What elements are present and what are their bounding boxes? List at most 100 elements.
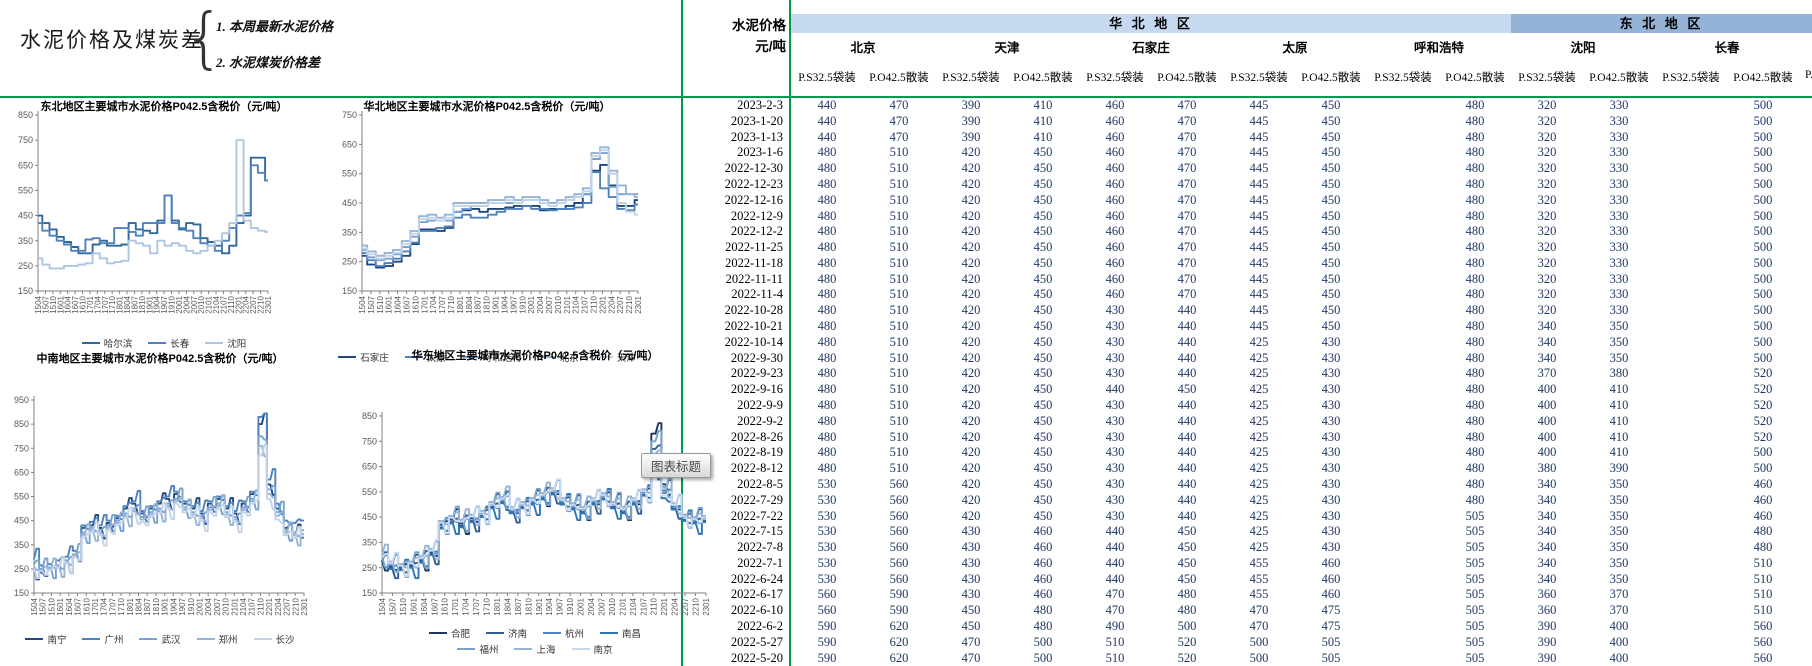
table-value-cell[interactable]: 530: [817, 492, 837, 507]
table-value-cell[interactable]: 560: [817, 587, 837, 602]
table-value-cell[interactable]: 460: [1321, 571, 1341, 586]
table-value-cell[interactable]: 510: [889, 208, 909, 223]
table-value-cell[interactable]: 480: [817, 255, 837, 270]
table-value-cell[interactable]: 440: [1177, 334, 1197, 349]
table-value-cell[interactable]: 480: [817, 334, 837, 349]
legend-item-天津[interactable]: 天津: [594, 350, 636, 364]
table-value-cell[interactable]: 530: [817, 540, 837, 555]
table-value-cell[interactable]: 450: [1033, 208, 1053, 223]
table-value-cell[interactable]: 420: [961, 303, 981, 318]
subheader-cell[interactable]: P.O42.5散装: [869, 72, 929, 84]
table-value-cell[interactable]: 445: [1249, 129, 1269, 144]
table-value-cell[interactable]: 350: [1609, 555, 1629, 570]
table-value-cell[interactable]: 590: [817, 634, 837, 649]
subheader-cell-partial[interactable]: P.: [1805, 69, 1812, 81]
table-value-cell[interactable]: 450: [1177, 382, 1197, 397]
table-value-cell[interactable]: 480: [1465, 492, 1485, 507]
table-value-cell[interactable]: 425: [1249, 350, 1269, 365]
table-value-cell[interactable]: 420: [961, 445, 981, 460]
table-value-cell[interactable]: 360: [1537, 587, 1557, 602]
table-value-cell[interactable]: 350: [1609, 492, 1629, 507]
table-value-cell[interactable]: 450: [1321, 176, 1341, 191]
table-value-cell[interactable]: 480: [1465, 255, 1485, 270]
table-value-cell[interactable]: 480: [1465, 271, 1485, 286]
table-value-cell[interactable]: 510: [1753, 587, 1773, 602]
table-value-cell[interactable]: 400: [1609, 650, 1629, 665]
table-date-cell[interactable]: 2022-11-11: [725, 271, 783, 286]
table-value-cell[interactable]: 400: [1537, 413, 1557, 428]
table-value-cell[interactable]: 420: [961, 382, 981, 397]
table-value-cell[interactable]: 450: [1033, 303, 1053, 318]
table-date-cell[interactable]: 2022-10-21: [724, 319, 783, 334]
table-value-cell[interactable]: 430: [1321, 492, 1341, 507]
table-value-cell[interactable]: 340: [1537, 319, 1557, 334]
table-value-cell[interactable]: 505: [1465, 634, 1485, 649]
table-value-cell[interactable]: 460: [1105, 208, 1125, 223]
table-value-cell[interactable]: 480: [1465, 476, 1485, 491]
table-value-cell[interactable]: 480: [1465, 445, 1485, 460]
city-header[interactable]: 呼和浩特: [1413, 41, 1464, 55]
table-value-cell[interactable]: 480: [817, 398, 837, 412]
table-value-cell[interactable]: 430: [1105, 319, 1125, 334]
table-value-cell[interactable]: 480: [1465, 319, 1485, 334]
legend-item-杭州[interactable]: 杭州: [543, 626, 584, 640]
table-value-cell[interactable]: 460: [1105, 271, 1125, 286]
table-value-cell[interactable]: 480: [1465, 303, 1485, 318]
table-value-cell[interactable]: 500: [1753, 208, 1773, 223]
table-value-cell[interactable]: 450: [1321, 145, 1341, 160]
table-value-cell[interactable]: 440: [1177, 350, 1197, 365]
table-value-cell[interactable]: 460: [1105, 113, 1125, 128]
table-value-cell[interactable]: 445: [1249, 113, 1269, 128]
table-value-cell[interactable]: 445: [1249, 98, 1269, 112]
table-value-cell[interactable]: 560: [817, 603, 837, 618]
table-value-cell[interactable]: 400: [1537, 445, 1557, 460]
table-value-cell[interactable]: 480: [1465, 145, 1485, 160]
table-value-cell[interactable]: 500: [1753, 224, 1773, 239]
table-value-cell[interactable]: 480: [1465, 113, 1485, 128]
table-value-cell[interactable]: 500: [1753, 350, 1773, 365]
table-value-cell[interactable]: 410: [1033, 98, 1053, 112]
table-value-cell[interactable]: 425: [1249, 461, 1269, 476]
table-value-cell[interactable]: 440: [1177, 319, 1197, 334]
table-value-cell[interactable]: 470: [889, 113, 909, 128]
table-value-cell[interactable]: 590: [889, 587, 909, 602]
table-value-cell[interactable]: 350: [1609, 540, 1629, 555]
table-value-cell[interactable]: 500: [1753, 192, 1773, 207]
subheader-cell[interactable]: P.S32.5袋装: [798, 72, 856, 84]
table-value-cell[interactable]: 340: [1537, 334, 1557, 349]
subheader-cell[interactable]: P.O42.5散装: [1733, 72, 1793, 84]
table-value-cell[interactable]: 500: [1033, 650, 1053, 665]
table-value-cell[interactable]: 530: [817, 571, 837, 586]
city-header[interactable]: 北京: [850, 41, 876, 55]
table-value-cell[interactable]: 500: [1753, 319, 1773, 334]
table-value-cell[interactable]: 500: [1753, 113, 1773, 128]
table-value-cell[interactable]: 430: [1321, 445, 1341, 460]
table-value-cell[interactable]: 430: [961, 524, 981, 539]
region-header-huabei[interactable]: 华 北 地 区: [791, 14, 1511, 33]
legend-item-南宁[interactable]: 南宁: [25, 632, 66, 646]
table-date-cell[interactable]: 2022-12-9: [730, 208, 783, 223]
table-value-cell[interactable]: 520: [1753, 413, 1773, 428]
table-value-cell[interactable]: 510: [889, 366, 909, 381]
subheader-cell[interactable]: P.S32.5袋装: [942, 72, 1000, 84]
table-value-cell[interactable]: 460: [1105, 192, 1125, 207]
table-value-cell[interactable]: 440: [817, 98, 837, 112]
table-value-cell[interactable]: 510: [889, 445, 909, 460]
table-value-cell[interactable]: 330: [1609, 192, 1629, 207]
table-value-cell[interactable]: 450: [1033, 145, 1053, 160]
table-value-cell[interactable]: 450: [1033, 350, 1053, 365]
table-value-cell[interactable]: 430: [1105, 461, 1125, 476]
subheader-cell[interactable]: P.S32.5袋装: [1230, 72, 1288, 84]
table-date-cell[interactable]: 2022-11-4: [731, 287, 783, 302]
table-value-cell[interactable]: 510: [1105, 650, 1125, 665]
table-value-cell[interactable]: 505: [1465, 540, 1485, 555]
table-value-cell[interactable]: 500: [1753, 303, 1773, 318]
table-value-cell[interactable]: 480: [1753, 524, 1773, 539]
table-value-cell[interactable]: 320: [1537, 240, 1557, 255]
table-value-cell[interactable]: 505: [1321, 650, 1341, 665]
table-value-cell[interactable]: 510: [1753, 555, 1773, 570]
table-value-cell[interactable]: 400: [1537, 382, 1557, 397]
chart-title[interactable]: 华北地区主要城市水泥价格P042.5含税价（元/吨）: [363, 101, 611, 113]
